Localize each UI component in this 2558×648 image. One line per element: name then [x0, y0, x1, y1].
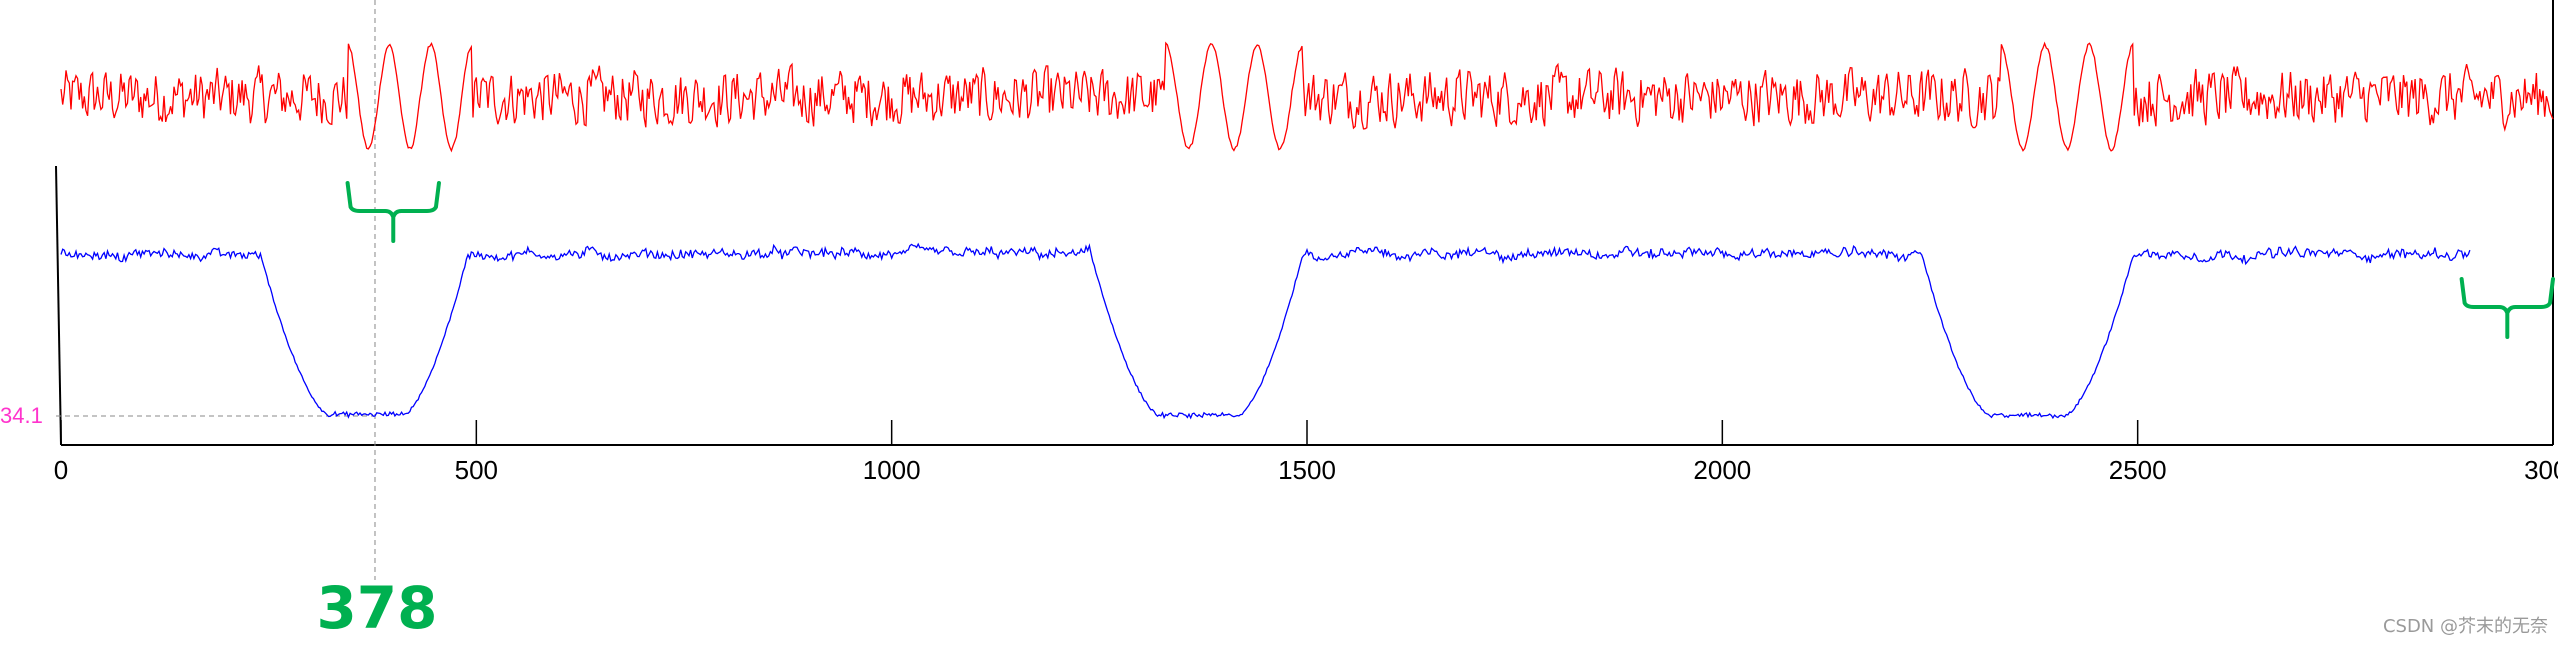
watermark-text: CSDN @芥末的无奈	[2383, 616, 2548, 637]
chart-axes	[55, 0, 2554, 446]
x-tick-label: 3000	[2524, 455, 2558, 485]
x-tick-label: 1000	[863, 455, 921, 485]
reference-marker: 34.1 378	[0, 0, 438, 642]
series-blue-line	[60, 242, 2471, 420]
x-ticks: 0 500 1000 1500 2000 2500 3000	[54, 420, 2558, 485]
series-red-line	[60, 41, 2554, 153]
reference-x-label: 378	[316, 574, 437, 642]
x-tick-label: 2500	[2109, 455, 2167, 485]
y-axis-line	[55, 165, 62, 446]
braces	[345, 181, 2555, 339]
reference-y-label: 34.1	[0, 403, 43, 428]
x-tick-label: 1500	[1278, 455, 1336, 485]
brace-mark	[345, 181, 441, 243]
x-tick-label: 0	[54, 455, 68, 485]
x-tick-label: 500	[455, 455, 498, 485]
brace-mark	[2459, 277, 2555, 339]
x-tick-label: 2000	[1693, 455, 1751, 485]
